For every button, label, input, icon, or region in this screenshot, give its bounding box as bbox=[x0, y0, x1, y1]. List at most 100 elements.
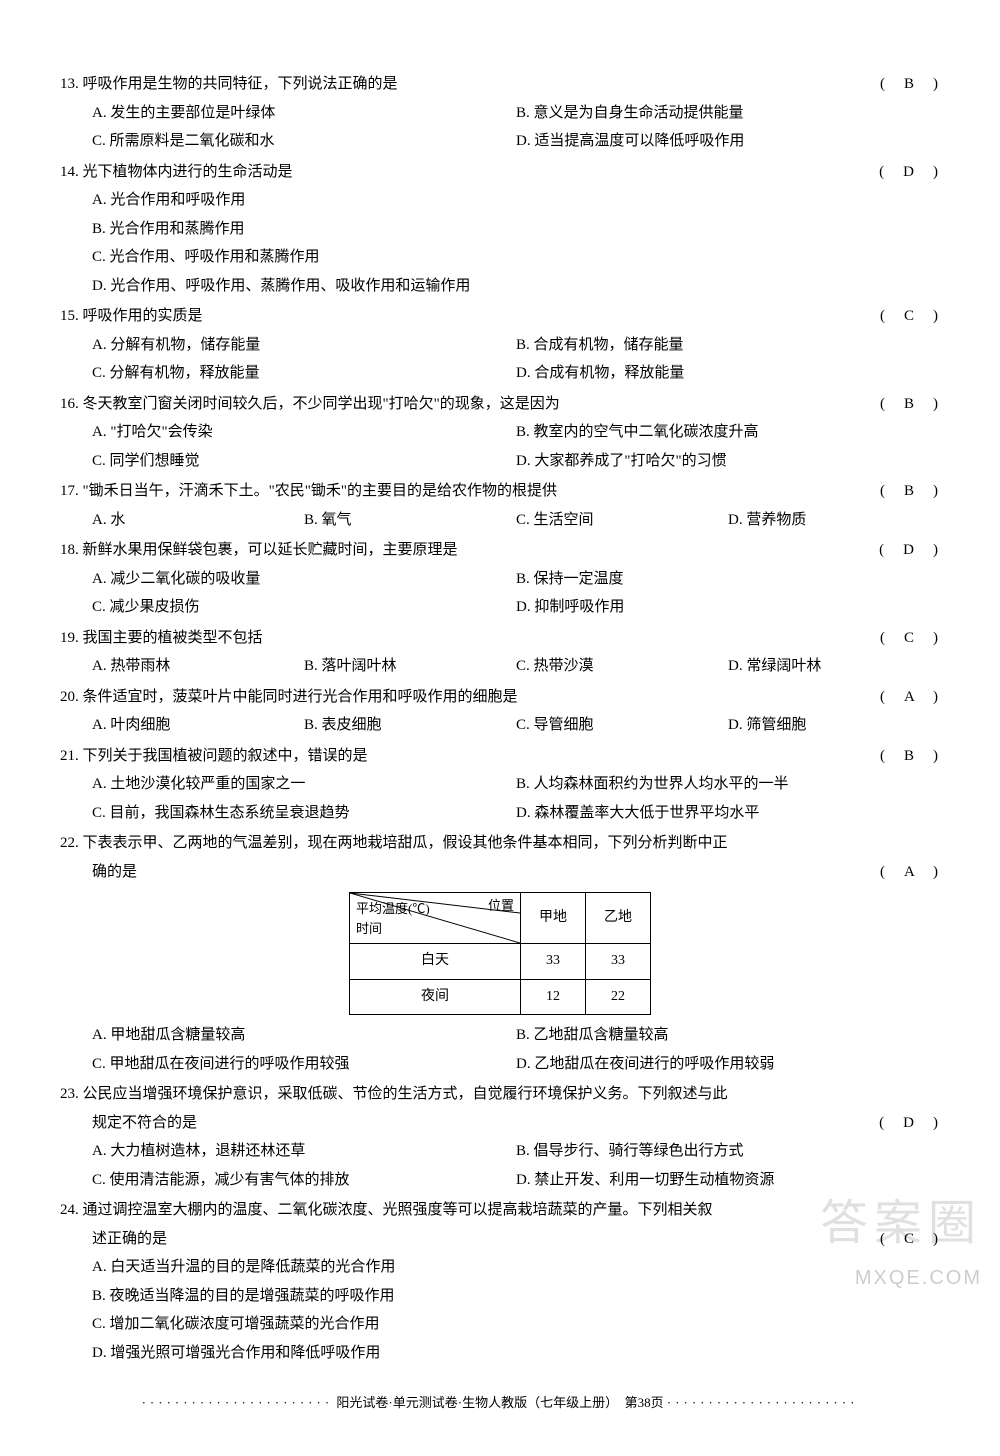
question-stem: 15. 呼吸作用的实质是 bbox=[60, 302, 940, 331]
question-14: 14. 光下植物体内进行的生命活动是( D )A. 光合作用和呼吸作用B. 光合… bbox=[60, 158, 940, 301]
question-stem-cont: 规定不符合的是 bbox=[60, 1109, 940, 1138]
options-group: A. 光合作用和呼吸作用B. 光合作用和蒸腾作用C. 光合作用、呼吸作用和蒸腾作… bbox=[60, 186, 940, 300]
option-B: B. 夜晚适当降温的目的是增强蔬菜的呼吸作用 bbox=[92, 1282, 940, 1311]
question-16: 16. 冬天教室门窗关闭时间较久后，不少同学出现"打哈欠"的现象，这是因为( B… bbox=[60, 390, 940, 476]
option-A: A. 发生的主要部位是叶绿体 bbox=[92, 99, 516, 128]
question-stem: 18. 新鲜水果用保鲜袋包裹，可以延长贮藏时间，主要原理是 bbox=[60, 536, 940, 565]
table-col-header: 乙地 bbox=[586, 893, 651, 944]
answer-bracket: ( D ) bbox=[879, 1109, 940, 1138]
question-stem: 16. 冬天教室门窗关闭时间较久后，不少同学出现"打哈欠"的现象，这是因为 bbox=[60, 390, 940, 419]
answer-bracket: ( C ) bbox=[880, 1225, 940, 1254]
option-C: C. 所需原料是二氧化碳和水 bbox=[92, 127, 516, 156]
option-C: C. 导管细胞 bbox=[516, 711, 728, 740]
answer-bracket: ( A ) bbox=[880, 683, 940, 712]
option-D: D. 合成有机物，释放能量 bbox=[516, 359, 940, 388]
table-col-header: 甲地 bbox=[521, 893, 586, 944]
answer-bracket: ( B ) bbox=[880, 390, 940, 419]
option-A: A. 光合作用和呼吸作用 bbox=[92, 186, 940, 215]
option-A: A. 土地沙漠化较严重的国家之一 bbox=[92, 770, 516, 799]
option-C: C. 分解有机物，释放能量 bbox=[92, 359, 516, 388]
answer-bracket: ( B ) bbox=[880, 477, 940, 506]
table-diag-header: 平均温度(℃)位置时间 bbox=[350, 893, 521, 944]
options-group: A. 水B. 氧气C. 生活空间D. 营养物质 bbox=[60, 506, 940, 535]
option-B: B. 合成有机物，储存能量 bbox=[516, 331, 940, 360]
options-group: A. 发生的主要部位是叶绿体B. 意义是为自身生命活动提供能量C. 所需原料是二… bbox=[60, 99, 940, 156]
footer-dots-left: ······················· bbox=[142, 1395, 334, 1410]
question-17: 17. "锄禾日当午，汗滴禾下土。"农民"锄禾"的主要目的是给农作物的根提供( … bbox=[60, 477, 940, 534]
answer-bracket: ( D ) bbox=[879, 158, 940, 187]
option-A: A. 叶肉细胞 bbox=[92, 711, 304, 740]
diag-label-top: 位置 bbox=[488, 894, 514, 919]
answer-bracket: ( C ) bbox=[880, 302, 940, 331]
option-B: B. 意义是为自身生命活动提供能量 bbox=[516, 99, 940, 128]
option-C: C. 光合作用、呼吸作用和蒸腾作用 bbox=[92, 243, 940, 272]
option-B: B. 氧气 bbox=[304, 506, 516, 535]
answer-bracket: ( D ) bbox=[879, 536, 940, 565]
question-stem: 22. 下表表示甲、乙两地的气温差别，现在两地栽培甜瓜，假设其他条件基本相同，下… bbox=[60, 829, 940, 858]
footer-text: 阳光试卷·单元测试卷·生物人教版（七年级上册） 第38页 bbox=[336, 1395, 663, 1410]
question-stem: 23. 公民应当增强环境保护意识，采取低碳、节俭的生活方式，自觉履行环境保护义务… bbox=[60, 1080, 940, 1109]
answer-bracket: ( B ) bbox=[880, 742, 940, 771]
table-cell: 33 bbox=[521, 944, 586, 980]
question-stem: 14. 光下植物体内进行的生命活动是 bbox=[60, 158, 940, 187]
options-group: A. 分解有机物，储存能量B. 合成有机物，储存能量C. 分解有机物，释放能量D… bbox=[60, 331, 940, 388]
option-D: D. 适当提高温度可以降低呼吸作用 bbox=[516, 127, 940, 156]
option-B: B. 教室内的空气中二氧化碳浓度升高 bbox=[516, 418, 940, 447]
question-18: 18. 新鲜水果用保鲜袋包裹，可以延长贮藏时间，主要原理是( D )A. 减少二… bbox=[60, 536, 940, 622]
option-D: D. 禁止开发、利用一切野生动植物资源 bbox=[516, 1166, 940, 1195]
question-13: 13. 呼吸作用是生物的共同特征，下列说法正确的是( B )A. 发生的主要部位… bbox=[60, 70, 940, 156]
option-D: D. 光合作用、呼吸作用、蒸腾作用、吸收作用和运输作用 bbox=[92, 272, 940, 301]
option-C: C. 目前，我国森林生态系统呈衰退趋势 bbox=[92, 799, 516, 828]
options-group: A. 土地沙漠化较严重的国家之一B. 人均森林面积约为世界人均水平的一半C. 目… bbox=[60, 770, 940, 827]
option-B: B. 光合作用和蒸腾作用 bbox=[92, 215, 940, 244]
question-19: 19. 我国主要的植被类型不包括( C )A. 热带雨林B. 落叶阔叶林C. 热… bbox=[60, 624, 940, 681]
table-row-label: 夜间 bbox=[350, 979, 521, 1015]
options-group: A. 甲地甜瓜含糖量较高B. 乙地甜瓜含糖量较高C. 甲地甜瓜在夜间进行的呼吸作… bbox=[60, 1021, 940, 1078]
option-A: A. 水 bbox=[92, 506, 304, 535]
options-group: A. 叶肉细胞B. 表皮细胞C. 导管细胞D. 筛管细胞 bbox=[60, 711, 940, 740]
options-group: A. 热带雨林B. 落叶阔叶林C. 热带沙漠D. 常绿阔叶林 bbox=[60, 652, 940, 681]
option-D: D. 森林覆盖率大大低于世界平均水平 bbox=[516, 799, 940, 828]
exam-content: 13. 呼吸作用是生物的共同特征，下列说法正确的是( B )A. 发生的主要部位… bbox=[60, 70, 940, 1367]
option-B: B. 保持一定温度 bbox=[516, 565, 940, 594]
question-stem: 21. 下列关于我国植被问题的叙述中，错误的是 bbox=[60, 742, 940, 771]
option-C: C. 同学们想睡觉 bbox=[92, 447, 516, 476]
question-23: 23. 公民应当增强环境保护意识，采取低碳、节俭的生活方式，自觉履行环境保护义务… bbox=[60, 1080, 940, 1194]
option-A: A. 热带雨林 bbox=[92, 652, 304, 681]
question-20: 20. 条件适宜时，菠菜叶片中能同时进行光合作用和呼吸作用的细胞是( A )A.… bbox=[60, 683, 940, 740]
question-15: 15. 呼吸作用的实质是( C )A. 分解有机物，储存能量B. 合成有机物，储… bbox=[60, 302, 940, 388]
option-D: D. 增强光照可增强光合作用和降低呼吸作用 bbox=[92, 1339, 940, 1368]
option-B: B. 落叶阔叶林 bbox=[304, 652, 516, 681]
option-C: C. 甲地甜瓜在夜间进行的呼吸作用较强 bbox=[92, 1050, 516, 1079]
table-cell: 12 bbox=[521, 979, 586, 1015]
question-stem: 13. 呼吸作用是生物的共同特征，下列说法正确的是 bbox=[60, 70, 940, 99]
question-24: 24. 通过调控温室大棚内的温度、二氧化碳浓度、光照强度等可以提高栽培蔬菜的产量… bbox=[60, 1196, 940, 1367]
option-D: D. 抑制呼吸作用 bbox=[516, 593, 940, 622]
option-C: C. 减少果皮损伤 bbox=[92, 593, 516, 622]
option-C: C. 增加二氧化碳浓度可增强蔬菜的光合作用 bbox=[92, 1310, 940, 1339]
option-B: B. 倡导步行、骑行等绿色出行方式 bbox=[516, 1137, 940, 1166]
answer-bracket: ( A ) bbox=[880, 858, 940, 887]
option-A: A. 甲地甜瓜含糖量较高 bbox=[92, 1021, 516, 1050]
option-D: D. 常绿阔叶林 bbox=[728, 652, 940, 681]
option-C: C. 热带沙漠 bbox=[516, 652, 728, 681]
table-row: 白天3333 bbox=[350, 944, 651, 980]
question-stem: 24. 通过调控温室大棚内的温度、二氧化碳浓度、光照强度等可以提高栽培蔬菜的产量… bbox=[60, 1196, 940, 1225]
options-group: A. 大力植树造林，退耕还林还草B. 倡导步行、骑行等绿色出行方式C. 使用清洁… bbox=[60, 1137, 940, 1194]
options-group: A. 减少二氧化碳的吸收量B. 保持一定温度C. 减少果皮损伤D. 抑制呼吸作用 bbox=[60, 565, 940, 622]
question-21: 21. 下列关于我国植被问题的叙述中，错误的是( B )A. 土地沙漠化较严重的… bbox=[60, 742, 940, 828]
option-A: A. 大力植树造林，退耕还林还草 bbox=[92, 1137, 516, 1166]
option-D: D. 大家都养成了"打哈欠"的习惯 bbox=[516, 447, 940, 476]
question-stem: 20. 条件适宜时，菠菜叶片中能同时进行光合作用和呼吸作用的细胞是 bbox=[60, 683, 940, 712]
data-table: 平均温度(℃)位置时间甲地乙地白天3333夜间1222 bbox=[349, 892, 651, 1015]
page-footer: ······················· 阳光试卷·单元测试卷·生物人教版… bbox=[60, 1391, 940, 1416]
option-C: C. 生活空间 bbox=[516, 506, 728, 535]
option-B: B. 乙地甜瓜含糖量较高 bbox=[516, 1021, 940, 1050]
option-A: A. 白天适当升温的目的是降低蔬菜的光合作用 bbox=[92, 1253, 940, 1282]
answer-bracket: ( B ) bbox=[880, 70, 940, 99]
option-B: B. 表皮细胞 bbox=[304, 711, 516, 740]
answer-bracket: ( C ) bbox=[880, 624, 940, 653]
option-D: D. 乙地甜瓜在夜间进行的呼吸作用较弱 bbox=[516, 1050, 940, 1079]
table-cell: 33 bbox=[586, 944, 651, 980]
option-B: B. 人均森林面积约为世界人均水平的一半 bbox=[516, 770, 940, 799]
